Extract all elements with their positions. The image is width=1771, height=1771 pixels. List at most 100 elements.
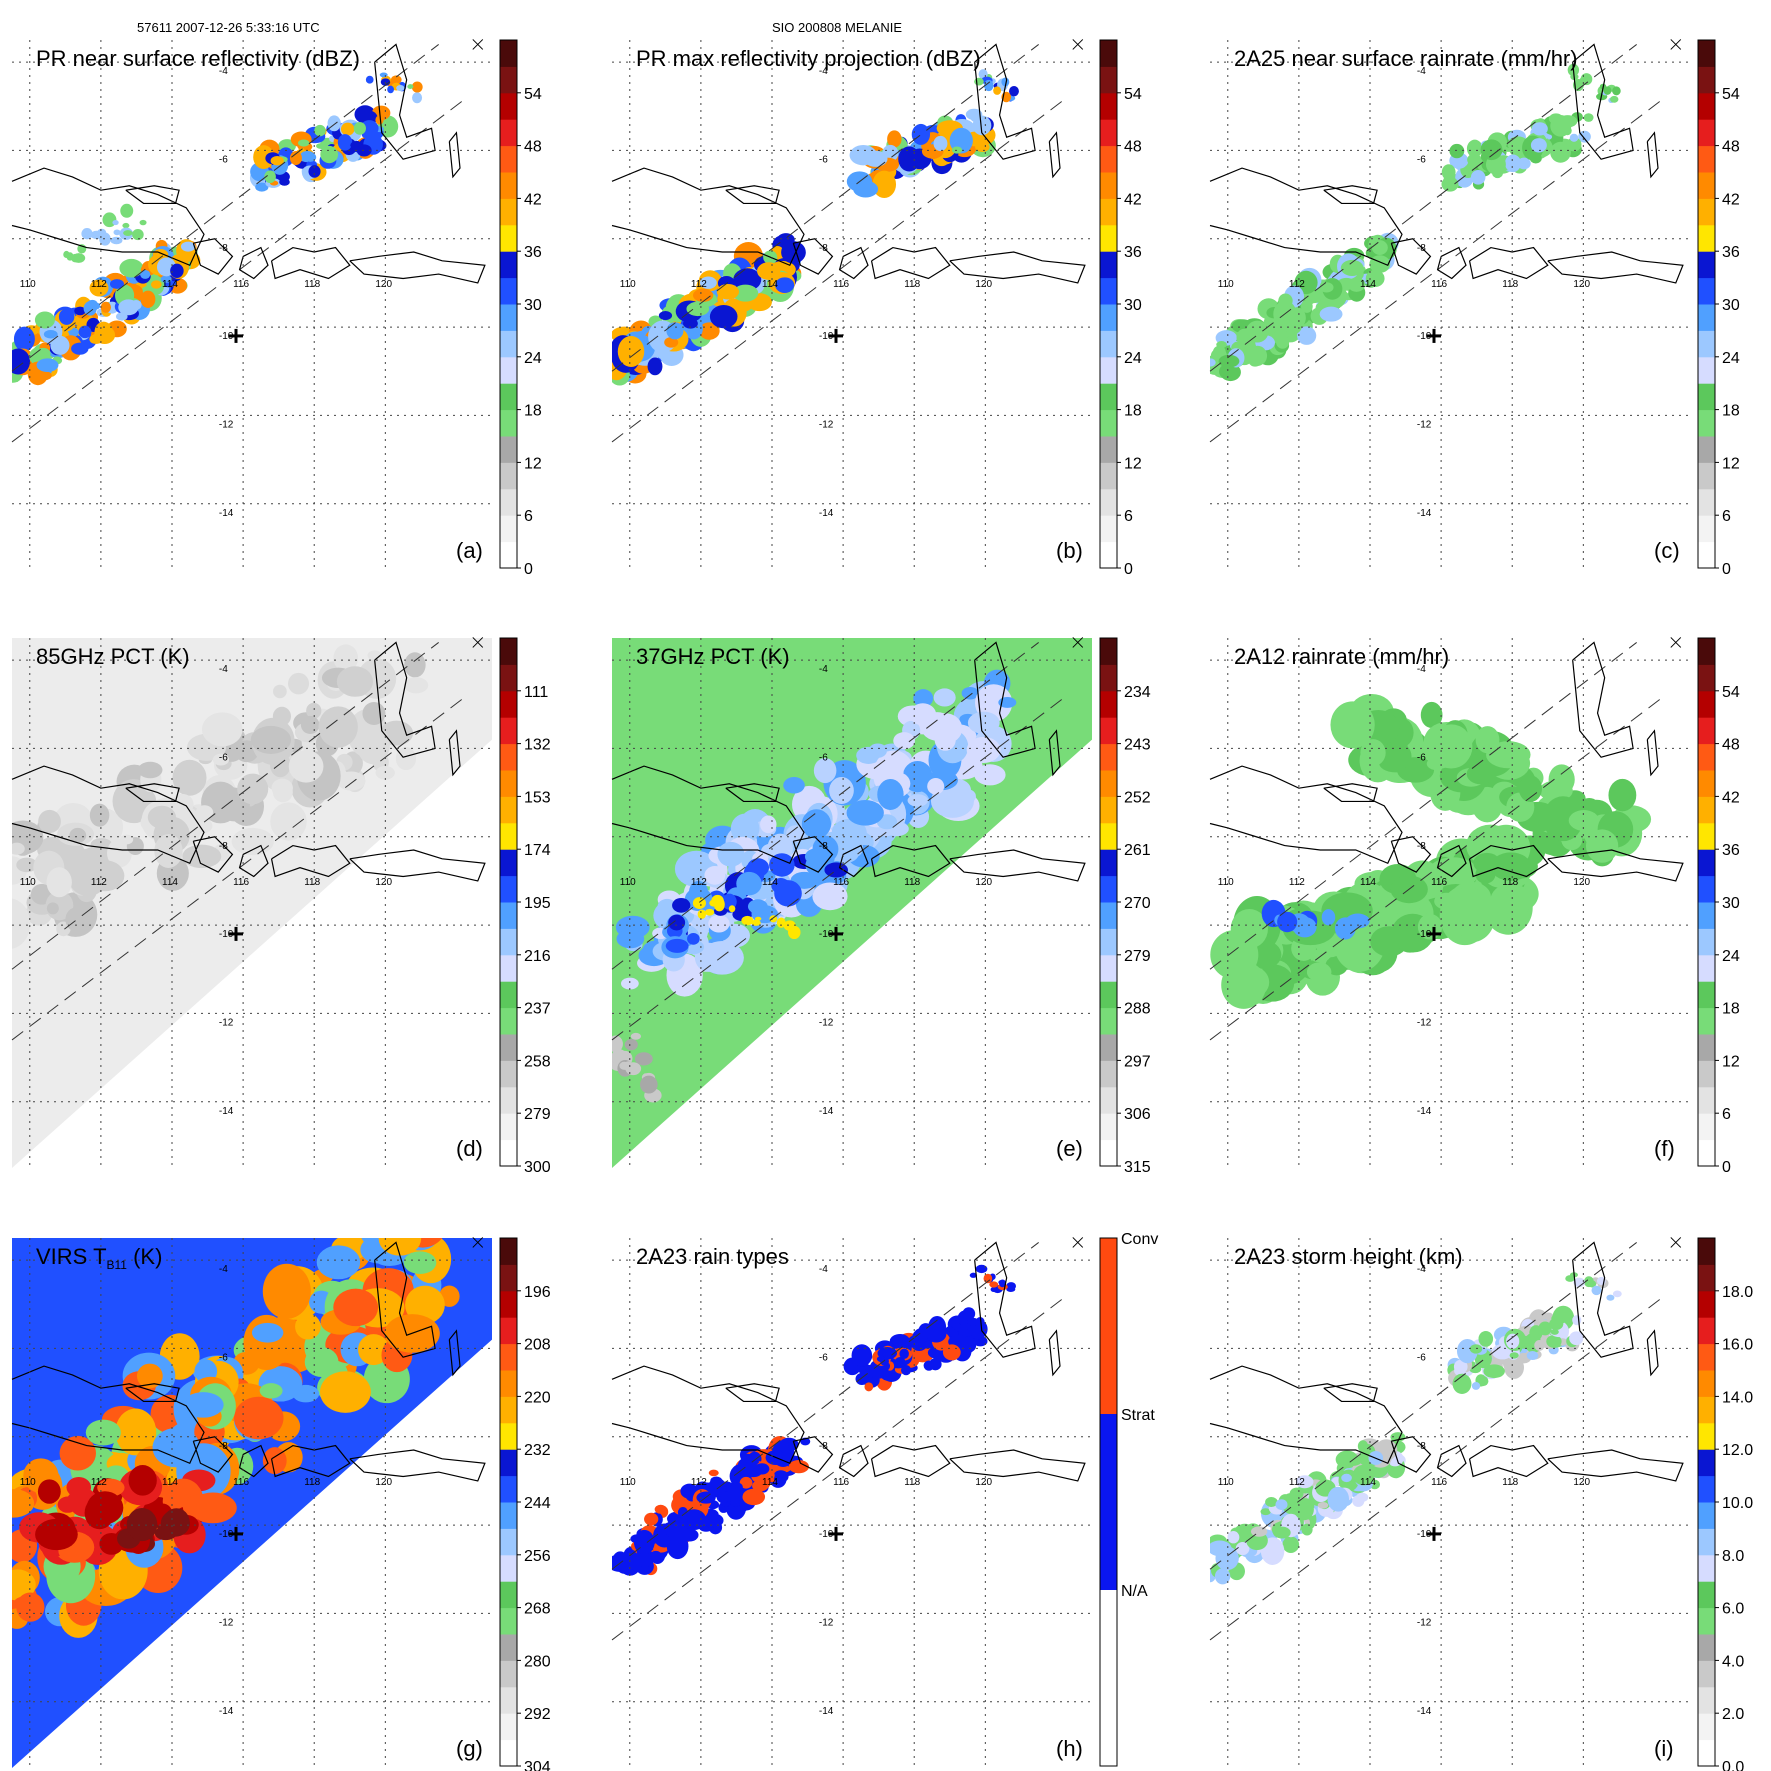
panel-g: 110 112 114 116 118 120 -4 -6 -8 -10 -12 -14 VIRS TB…: [11, 1237, 551, 1771]
colorbar-swatch: [1100, 119, 1117, 147]
colorbar-swatch: [1100, 954, 1117, 982]
lat-tick-label: -4: [819, 664, 828, 675]
colorbar-swatch: [1698, 1238, 1715, 1265]
lon-tick-label: 114: [762, 1477, 778, 1488]
lon-tick-label: 110: [1218, 279, 1234, 290]
coastline: [725, 783, 780, 803]
lat-tick-label: -10: [219, 1529, 234, 1540]
lon-tick-label: 116: [233, 279, 249, 290]
colorbar-label: 4.0: [1722, 1653, 1744, 1670]
coastline: [838, 844, 869, 878]
colorbar: 0 6 12 18 24 30 36 42 48 54: [1099, 39, 1142, 578]
orbit-header: 57611 2007-12-26 5:33:16 UTC: [137, 20, 320, 35]
colorbar-swatch: [1698, 1007, 1715, 1035]
colorbar: 0 6 12 18 24 30 36 42 48 54: [499, 39, 542, 578]
colorbar-label: Strat: [1121, 1407, 1155, 1424]
colorbar-swatch: [500, 1634, 517, 1661]
colorbar-swatch: [500, 172, 517, 199]
panel-title: 2A23 rain types: [636, 1244, 789, 1269]
panel-title: 2A25 near surface rainrate (mm/hr): [1234, 46, 1578, 71]
colorbar-swatch: [1100, 717, 1117, 745]
coastline: [611, 765, 805, 865]
colorbar-swatch: [1100, 92, 1117, 120]
lat-tick-label: -14: [219, 1106, 234, 1117]
lon-tick-label: 118: [1502, 877, 1518, 888]
coastline: [949, 251, 1086, 284]
colorbar-swatch: [500, 330, 517, 358]
colorbar-label: 30: [1722, 297, 1740, 314]
colorbar-swatch: [1698, 1713, 1715, 1741]
colorbar-label: 216: [524, 948, 551, 965]
lat-tick-label: -12: [1417, 1617, 1432, 1628]
lat-tick-label: -10: [819, 331, 834, 342]
panel-title: PR near surface reflectivity (dBZ): [36, 46, 360, 71]
lat-tick-label: -6: [219, 154, 228, 165]
colorbar-label: 30: [1124, 297, 1142, 314]
colorbar-label: 10.0: [1722, 1495, 1753, 1512]
lat-tick-label: -4: [819, 1264, 828, 1275]
colorbar-swatch: [1100, 1007, 1117, 1035]
coastline: [270, 1444, 351, 1478]
colorbar-label: 2.0: [1722, 1706, 1744, 1723]
colorbar-swatch: [500, 822, 517, 850]
colorbar-swatch: [1698, 251, 1715, 279]
colorbar-label: 153: [524, 789, 551, 806]
colorbar-swatch: [1100, 902, 1117, 929]
colorbar-swatch: [500, 1139, 517, 1167]
colorbar-swatch: [500, 875, 517, 903]
colorbar-label: 288: [1124, 1001, 1151, 1018]
coastline: [1390, 836, 1432, 873]
pr-swath-edge: [1209, 44, 1637, 372]
colorbar-label: 174: [524, 842, 551, 859]
lat-tick-label: -4: [1417, 1264, 1426, 1275]
colorbar-swatch: [500, 796, 517, 824]
coastline: [725, 1383, 780, 1403]
colorbar-swatch: [500, 198, 517, 226]
lat-tick-label: -10: [819, 929, 834, 940]
colorbar-swatch: [1698, 488, 1715, 516]
colorbar-swatch: [1100, 40, 1117, 67]
colorbar-swatch: [1698, 330, 1715, 358]
colorbar-label: 54: [1722, 684, 1740, 701]
colorbar-label: 280: [524, 1653, 551, 1670]
coastline: [192, 1436, 234, 1473]
lon-tick-label: 120: [1573, 279, 1590, 290]
colorbar-label: 48: [1722, 139, 1740, 156]
coastline: [192, 238, 234, 275]
coastline: [1048, 1329, 1061, 1377]
lon-tick-label: 120: [375, 279, 392, 290]
storm-center-icon: [829, 328, 843, 343]
colorbar-label: 12: [1722, 455, 1740, 472]
colorbar-label: 0: [1124, 561, 1133, 578]
lon-tick-label: 110: [620, 877, 636, 888]
colorbar-label: 36: [1722, 244, 1740, 261]
colorbar-swatch: [500, 224, 517, 252]
colorbar-label: 36: [1124, 244, 1142, 261]
colorbar-label: 12.0: [1722, 1442, 1753, 1459]
colorbar-label: 0.0: [1722, 1759, 1744, 1771]
colorbar-swatch: [1100, 277, 1117, 305]
lat-tick-label: -8: [819, 243, 828, 254]
colorbar-label: 279: [524, 1106, 551, 1123]
storm-header: SIO 200808 MELANIE: [772, 20, 903, 35]
storm-center-icon: [1427, 1526, 1441, 1541]
colorbar-label: 6: [1722, 1106, 1731, 1123]
colorbar-label: 18: [1722, 1001, 1740, 1018]
lat-tick-label: -12: [819, 1017, 834, 1028]
lon-tick-label: 112: [1289, 1477, 1305, 1488]
colorbar-swatch: [500, 928, 517, 956]
colorbar-label: 268: [524, 1601, 551, 1618]
colorbar-swatch: [1100, 743, 1117, 771]
colorbar-label: 54: [1124, 86, 1142, 103]
coastline: [270, 844, 351, 878]
lat-tick-label: -6: [219, 752, 228, 763]
panel-letter: (i): [1654, 1736, 1674, 1761]
colorbar-swatch: [1698, 1139, 1715, 1167]
coastline: [125, 1383, 180, 1403]
lat-tick-label: -4: [219, 66, 228, 77]
lon-tick-label: 116: [1431, 877, 1447, 888]
lon-tick-label: 116: [233, 1477, 249, 1488]
coastline: [1436, 844, 1467, 878]
